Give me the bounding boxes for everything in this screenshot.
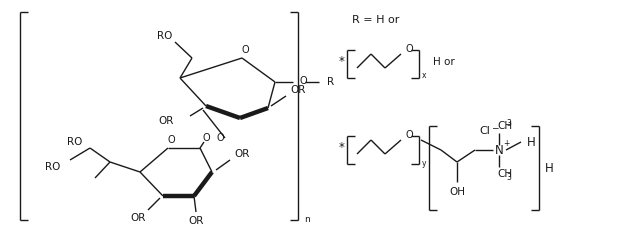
Text: H: H — [545, 161, 554, 175]
Text: R: R — [327, 77, 334, 87]
Text: +: + — [503, 140, 509, 148]
Text: H: H — [527, 136, 536, 148]
Text: H or: H or — [433, 57, 455, 67]
Text: Cl: Cl — [479, 126, 490, 136]
Text: O: O — [216, 133, 224, 143]
Text: R = H or: R = H or — [352, 15, 399, 25]
Text: RO: RO — [67, 137, 82, 147]
Text: RO: RO — [157, 31, 173, 41]
Text: OR: OR — [291, 85, 306, 95]
Text: O: O — [167, 135, 175, 145]
Text: *: * — [339, 55, 345, 69]
Text: y: y — [422, 158, 426, 168]
Text: 3: 3 — [507, 119, 511, 127]
Text: −: − — [492, 123, 499, 133]
Text: O: O — [405, 130, 413, 140]
Text: N: N — [495, 144, 504, 157]
Text: RO: RO — [45, 162, 60, 172]
Text: O: O — [405, 44, 413, 54]
Text: CH: CH — [497, 121, 512, 131]
Text: OR: OR — [188, 216, 204, 226]
Text: *: * — [339, 141, 345, 154]
Text: OR: OR — [234, 149, 250, 159]
Text: OH: OH — [449, 187, 465, 197]
Text: x: x — [422, 72, 426, 80]
Text: O: O — [299, 76, 307, 86]
Text: OR: OR — [159, 116, 174, 126]
Text: n: n — [304, 215, 310, 223]
Text: O: O — [241, 45, 249, 55]
Text: O: O — [202, 133, 210, 143]
Text: 3: 3 — [507, 172, 511, 182]
Text: CH: CH — [497, 169, 512, 179]
Text: OR: OR — [131, 213, 146, 223]
